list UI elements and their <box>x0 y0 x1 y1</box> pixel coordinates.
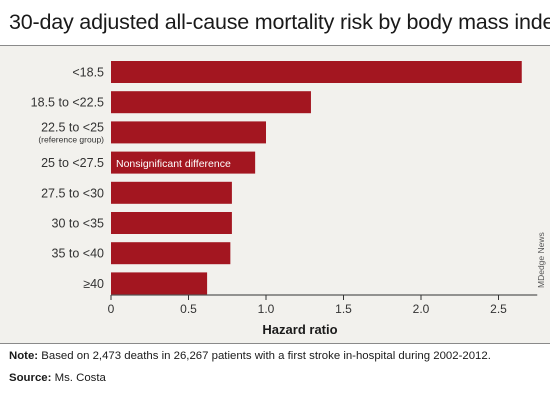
chart-title: 30-day adjusted all-cause mortality risk… <box>9 10 550 34</box>
category-label: 25 to <27.5 <box>41 156 104 170</box>
category-label: 18.5 to <22.5 <box>31 96 104 110</box>
bar <box>111 121 266 144</box>
category-label: <18.5 <box>72 66 104 80</box>
chart-source: Source: Ms. Costa <box>9 372 106 384</box>
bar <box>111 91 311 114</box>
x-tick-label: 2.0 <box>413 302 430 316</box>
x-axis-title: Hazard ratio <box>262 322 337 337</box>
chart-panel: <18.5 18.5 to <22.5 22.5 to <25 (reference … <box>0 46 550 343</box>
title-divider <box>0 45 550 46</box>
source-label: Source: <box>9 372 52 384</box>
source-text: Ms. Costa <box>51 372 106 384</box>
bar <box>111 272 208 295</box>
bar <box>111 242 231 265</box>
x-tick-label: 1.0 <box>258 302 275 316</box>
category-label: ≥40 <box>83 277 104 291</box>
category-label: 27.5 to <30 <box>41 186 104 200</box>
x-tick-label: 0.5 <box>180 302 197 316</box>
bar-annotation: Nonsignificant difference <box>116 158 231 170</box>
note-label: Note: <box>9 350 39 362</box>
bar <box>111 151 256 174</box>
bar <box>111 61 522 83</box>
chart-note: Note: Based on 2,473 deaths in 26,267 pa… <box>9 350 491 362</box>
x-tick-label: 1.5 <box>335 302 352 316</box>
note-text: Based on 2,473 deaths in 26,267 patients… <box>38 350 491 362</box>
x-tick-label: 2.5 <box>490 302 507 316</box>
category-label: 35 to <40 <box>52 247 105 261</box>
x-tick-label: 0 <box>108 302 115 316</box>
credit-label: MDedge News <box>536 232 546 288</box>
bar <box>111 181 232 204</box>
footer-divider <box>0 343 550 344</box>
bar <box>111 212 232 234</box>
bar-chart: <18.5 18.5 to <22.5 22.5 to <25(reference … <box>31 61 538 337</box>
category-sublabel: (reference group) <box>38 134 104 144</box>
category-label: 30 to <35 <box>52 217 105 231</box>
category-label: 22.5 to <25 <box>41 120 104 134</box>
